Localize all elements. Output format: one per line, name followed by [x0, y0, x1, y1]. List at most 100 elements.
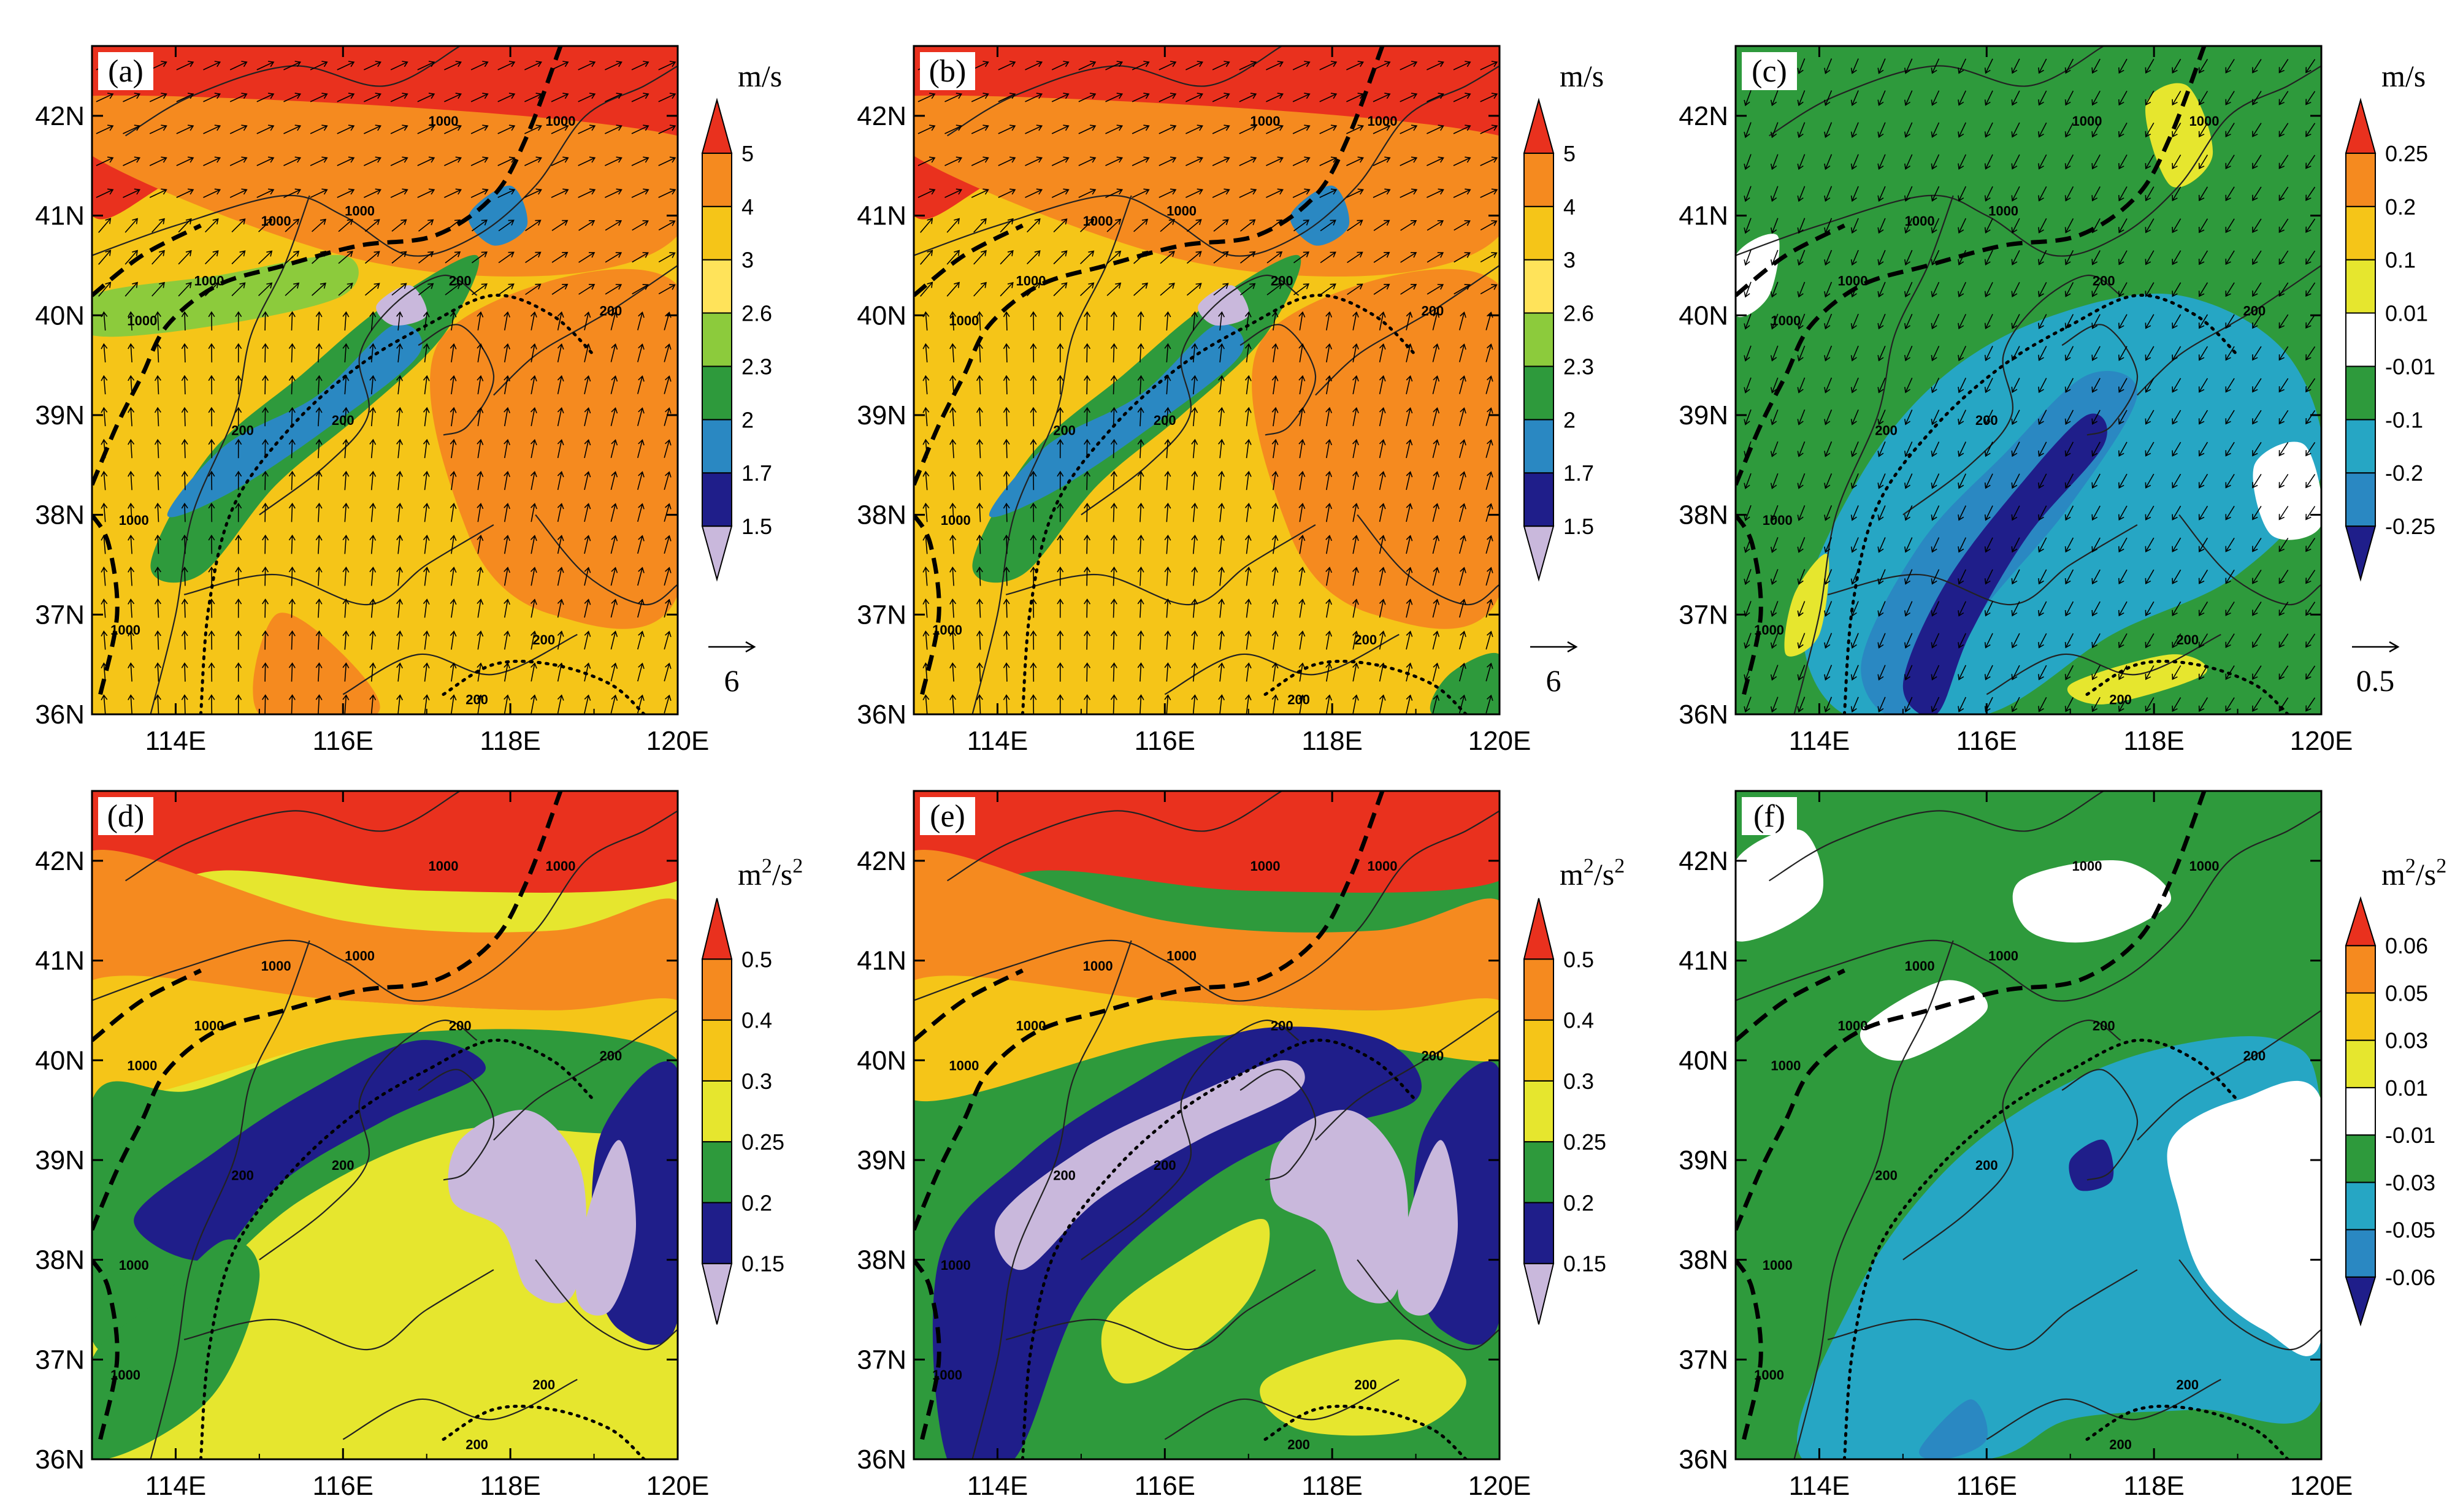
- wind-vector: [477, 630, 484, 650]
- wind-vector: [285, 250, 300, 264]
- contour-label: 200: [449, 273, 472, 288]
- colorbar-swatch: [1523, 152, 1554, 207]
- colorbar-label: -0.01: [2385, 354, 2435, 379]
- wind-vector: [1379, 694, 1386, 714]
- wind-vector: [578, 220, 596, 231]
- wind-vector: [2225, 378, 2235, 393]
- wind-vector: [2225, 633, 2235, 648]
- wind-vector: [922, 662, 930, 682]
- shaded-region: [1919, 1399, 1988, 1459]
- wind-vector: [922, 375, 930, 395]
- wind-vector: [364, 283, 380, 296]
- wind-vector: [658, 252, 676, 262]
- wind-vector: [1958, 154, 1967, 170]
- wind-vector: [123, 188, 141, 198]
- wind-vector: [2091, 601, 2101, 617]
- wind-vector: [1293, 220, 1310, 232]
- wind-vector: [1320, 283, 1336, 296]
- wind-vector: [605, 284, 622, 295]
- wind-vector: [2118, 250, 2128, 265]
- wind-vector: [1105, 61, 1124, 71]
- wind-vector: [1427, 124, 1444, 134]
- wind-vector: [1186, 156, 1203, 166]
- wind-vector: [1454, 252, 1471, 263]
- boundary-line: [535, 1259, 678, 1351]
- wind-vector: [1084, 470, 1091, 491]
- wind-vector: [444, 188, 462, 198]
- wind-vector: [149, 93, 167, 102]
- wind-vector: [1406, 694, 1413, 714]
- colorbar-unit: m2/s2: [2381, 855, 2446, 892]
- wind-vector: [288, 630, 296, 650]
- wind-vector: [2252, 218, 2262, 234]
- wind-vector: [2038, 473, 2047, 489]
- wind-vector: [610, 662, 618, 682]
- wind-vector: [1106, 250, 1122, 264]
- reference-vector-label: 6: [1546, 663, 1561, 698]
- wind-vector: [2278, 410, 2289, 425]
- boundary-line: [92, 65, 678, 257]
- wind-vector: [315, 630, 323, 650]
- wind-vector: [949, 311, 957, 331]
- contour-label: 200: [2093, 273, 2115, 288]
- contour-label: 1000: [345, 949, 375, 964]
- wind-vector: [504, 503, 511, 522]
- wind-vector: [1003, 630, 1010, 650]
- wind-vector: [2011, 410, 2020, 426]
- wind-vector: [1984, 537, 1993, 553]
- wind-vector: [1485, 343, 1493, 362]
- wind-vector: [1084, 407, 1091, 427]
- wind-vector: [1137, 535, 1144, 554]
- wind-vector: [1453, 93, 1471, 102]
- wind-vector: [524, 93, 542, 102]
- wind-vector: [1400, 220, 1417, 231]
- wind-vector: [310, 188, 328, 198]
- wind-vector: [1984, 473, 1993, 489]
- wind-vector: [2172, 123, 2181, 138]
- wind-vector: [610, 535, 618, 554]
- wind-vector: [2091, 282, 2101, 297]
- wind-vector: [1850, 58, 1859, 74]
- wind-vector: [1325, 503, 1333, 522]
- wind-vector: [2305, 410, 2316, 425]
- wind-vector: [2198, 665, 2208, 681]
- colorbar-label: 0.25: [1563, 1129, 1606, 1155]
- wind-vector: [524, 61, 542, 71]
- wind-vector: [2198, 218, 2208, 234]
- wind-vector: [1459, 343, 1466, 362]
- wind-vector: [531, 567, 537, 586]
- wind-vector: [477, 343, 484, 363]
- wind-vector: [2038, 697, 2047, 712]
- wind-vector: [229, 124, 248, 134]
- wind-vector: [1025, 93, 1043, 102]
- contour-label: 1000: [194, 1018, 224, 1033]
- wind-vector: [2305, 59, 2316, 74]
- wind-vector: [1057, 311, 1064, 331]
- wind-vector: [1239, 156, 1257, 166]
- wind-vector: [1432, 535, 1440, 554]
- colorbar-label: 0.05: [2385, 980, 2428, 1006]
- elevation-1000-contour: [1736, 1258, 1763, 1440]
- contour-label: 1000: [1838, 273, 1868, 288]
- wind-vector: [364, 188, 381, 198]
- boundary-line: [1164, 1378, 1400, 1440]
- wind-vector: [2011, 569, 2020, 585]
- wind-vector: [637, 567, 645, 586]
- wind-vector: [2038, 154, 2047, 170]
- wind-vector: [1352, 471, 1359, 491]
- wind-vector: [128, 375, 135, 395]
- boundary-line: [1736, 65, 2321, 257]
- wind-vector: [1352, 343, 1359, 362]
- wind-vector: [1379, 503, 1386, 522]
- wind-vector: [1406, 343, 1413, 362]
- wind-vector: [2091, 346, 2101, 361]
- wind-vector: [338, 251, 353, 264]
- wind-vector: [1824, 250, 1833, 266]
- wind-vector: [1797, 345, 1806, 362]
- wind-vector: [584, 694, 591, 714]
- wind-vector: [470, 124, 489, 134]
- wind-vector: [637, 535, 645, 554]
- wind-vector: [1877, 473, 1886, 489]
- contour-label: 1000: [110, 1367, 140, 1383]
- wind-vector: [2145, 282, 2155, 297]
